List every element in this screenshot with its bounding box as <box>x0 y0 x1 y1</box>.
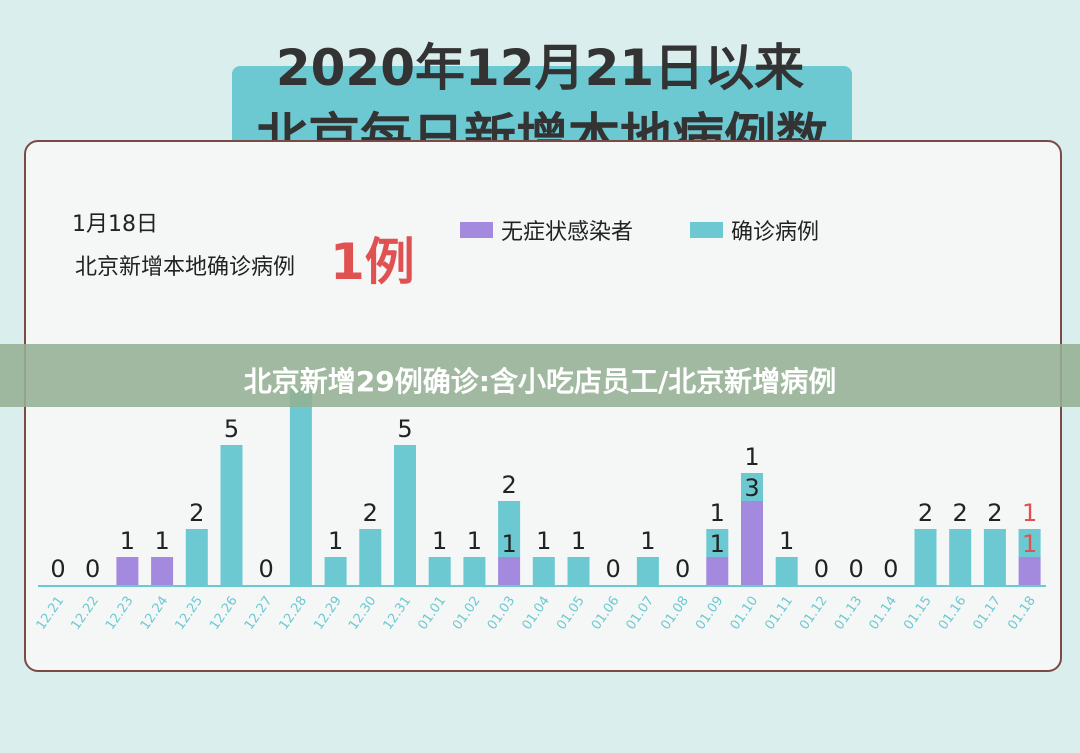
summary-date: 1月18日 <box>72 212 158 237</box>
data-label-01.18: 1 <box>1022 499 1037 527</box>
data-label-12.31: 5 <box>397 415 412 443</box>
bar-confirmed-01.15 <box>914 529 937 585</box>
legend-asymptomatic: 无症状感染者 <box>460 214 633 246</box>
bar-asymptomatic-01.09 <box>706 557 729 585</box>
data-label-01.05: 1 <box>571 527 586 555</box>
legend-swatch-asymptomatic <box>460 222 493 238</box>
data-label-12.27: 0 <box>259 555 274 583</box>
legend-label-confirmed: 确诊病例 <box>731 220 820 245</box>
tick-label-01.04: 01.04 <box>519 594 553 633</box>
data-label-12.22: 0 <box>85 555 100 583</box>
bar-asymptomatic-12.24 <box>151 557 174 585</box>
data-label-01.11: 1 <box>779 527 794 555</box>
bar-confirmed-01.04 <box>532 557 555 585</box>
tick-label-01.02: 01.02 <box>450 594 484 633</box>
tick-label-01.07: 01.07 <box>624 594 658 633</box>
data-label-01.06: 0 <box>606 555 621 583</box>
tick-label-12.26: 12.26 <box>207 594 241 633</box>
tick-label-12.30: 12.30 <box>346 594 380 633</box>
caption-text: 北京新增29例确诊:含小吃店员工/北京新增病例 <box>243 365 837 398</box>
data-label-12.30: 2 <box>363 499 378 527</box>
data-label-01.15: 2 <box>918 499 933 527</box>
data-label-01.03-inner: 1 <box>501 530 516 558</box>
bar-confirmed-01.16 <box>949 529 972 585</box>
bar-confirmed-01.07 <box>636 557 659 585</box>
bar-asymptomatic-01.18 <box>1018 557 1041 585</box>
tick-label-12.24: 12.24 <box>138 594 172 633</box>
caption-overlay <box>0 344 1080 407</box>
data-label-01.16: 2 <box>953 499 968 527</box>
bar-confirmed-01.05 <box>567 557 590 585</box>
bar-confirmed-01.11 <box>775 557 798 585</box>
data-label-01.13: 0 <box>848 555 863 583</box>
tick-label-12.31: 12.31 <box>381 594 415 633</box>
bar-confirmed-12.31 <box>394 445 416 585</box>
data-label-01.10-inner: 3 <box>744 474 759 502</box>
data-label-01.17: 2 <box>987 499 1002 527</box>
data-label-01.09: 1 <box>710 499 725 527</box>
tick-label-01.15: 01.15 <box>901 594 935 633</box>
tick-label-01.12: 01.12 <box>797 594 831 633</box>
tick-label-12.27: 12.27 <box>242 594 276 633</box>
tick-label-01.03: 01.03 <box>485 594 519 633</box>
tick-label-01.08: 01.08 <box>658 594 692 633</box>
bar-asymptomatic-01.10 <box>741 501 763 585</box>
bar-asymptomatic-12.23 <box>116 557 139 585</box>
tick-label-01.13: 01.13 <box>832 594 866 633</box>
summary-description: 北京新增本地确诊病例 <box>75 255 296 280</box>
tick-label-12.25: 12.25 <box>172 594 206 633</box>
data-label-01.12: 0 <box>814 555 829 583</box>
bar-confirmed-01.18 <box>1018 529 1041 557</box>
bar-confirmed-01.01 <box>428 557 451 585</box>
tick-label-12.29: 12.29 <box>311 594 345 633</box>
chart-title-line1: 2020年12月21日以来 <box>275 39 805 97</box>
tick-label-12.23: 12.23 <box>103 594 137 633</box>
tick-label-12.21: 12.21 <box>34 594 68 633</box>
tick-label-01.11: 01.11 <box>762 594 796 633</box>
data-label-01.10: 1 <box>744 443 759 471</box>
data-label-12.21: 0 <box>50 555 65 583</box>
data-label-01.08: 0 <box>675 555 690 583</box>
tick-label-01.09: 01.09 <box>693 594 727 633</box>
tick-label-01.01: 01.01 <box>415 594 449 633</box>
bar-confirmed-12.29 <box>324 557 347 585</box>
data-label-12.23: 1 <box>120 527 135 555</box>
data-label-12.24: 1 <box>154 527 169 555</box>
tick-label-01.06: 01.06 <box>589 594 623 633</box>
data-label-01.07: 1 <box>640 527 655 555</box>
bar-confirmed-01.02 <box>463 557 486 585</box>
tick-label-01.18: 01.18 <box>1005 594 1039 633</box>
tick-label-01.17: 01.17 <box>971 594 1005 633</box>
data-label-01.14: 0 <box>883 555 898 583</box>
legend-swatch-confirmed <box>690 222 723 238</box>
bar-confirmed-12.26 <box>220 445 243 585</box>
tick-label-12.22: 12.22 <box>68 594 102 633</box>
bar-confirmed-01.09 <box>706 529 729 557</box>
tick-label-01.14: 01.14 <box>866 594 900 633</box>
legend-confirmed: 确诊病例 <box>690 214 819 246</box>
bar-confirmed-12.30 <box>359 529 382 585</box>
data-label-12.29: 1 <box>328 527 343 555</box>
tick-label-12.28: 12.28 <box>277 594 311 633</box>
summary-count: 1例 <box>330 233 415 291</box>
data-label-01.01: 1 <box>432 527 447 555</box>
data-label-01.03: 2 <box>501 471 516 499</box>
data-label-01.04: 1 <box>536 527 551 555</box>
bar-asymptomatic-01.03 <box>498 557 521 585</box>
data-label-01.02: 1 <box>467 527 482 555</box>
bar-confirmed-01.10 <box>741 473 763 501</box>
tick-label-01.10: 01.10 <box>728 594 762 633</box>
data-label-01.18-inner: 1 <box>1022 530 1037 558</box>
tick-label-01.05: 01.05 <box>554 594 588 633</box>
data-label-12.26: 5 <box>224 415 239 443</box>
legend-label-asymptomatic: 无症状感染者 <box>501 220 634 245</box>
bar-confirmed-12.25 <box>185 529 208 585</box>
data-label-01.09-inner: 1 <box>710 530 725 558</box>
data-label-12.25: 2 <box>189 499 204 527</box>
tick-label-01.16: 01.16 <box>936 594 970 633</box>
bar-confirmed-01.17 <box>983 529 1006 585</box>
bar-confirmed-12.28 <box>289 389 312 585</box>
bar-confirmed-01.03 <box>498 501 521 557</box>
